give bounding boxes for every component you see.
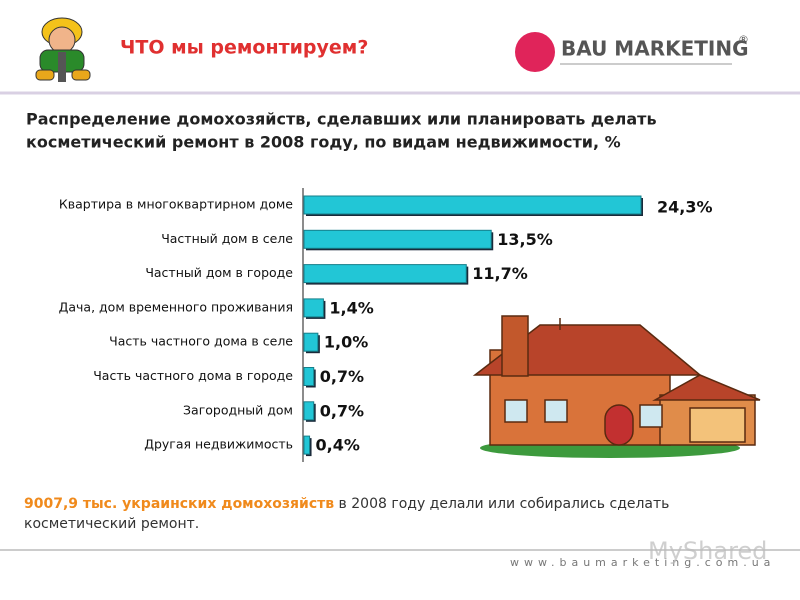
footer-highlight: 9007,9 тыс. украинских домохозяйств bbox=[24, 496, 335, 512]
worker-icon bbox=[35, 17, 91, 82]
logo-icon bbox=[515, 32, 555, 72]
category-label: Частный дом в селе bbox=[161, 231, 293, 246]
bar bbox=[303, 195, 642, 215]
logo-mark: ® bbox=[738, 33, 749, 46]
bar bbox=[303, 264, 467, 284]
value-label: 13,5% bbox=[497, 230, 553, 249]
bar bbox=[303, 367, 315, 386]
footer-text: 9007,9 тыс. украинских домохозяйств в 20… bbox=[24, 494, 764, 534]
chart-title: Распределение домохозяйств, сделавших ил… bbox=[26, 110, 657, 129]
category-label: Загородный дом bbox=[183, 402, 293, 417]
url: www.baumarketing.com.ua bbox=[510, 556, 775, 569]
bar bbox=[303, 332, 319, 352]
footer-body: в 2008 году делали или собирались сделат… bbox=[24, 496, 670, 532]
category-label: Часть частного дома в городе bbox=[93, 368, 293, 383]
logo-text: BAU MARKETING bbox=[561, 37, 749, 61]
category-label: Другая недвижимость bbox=[144, 437, 293, 452]
category-label: Дача, дом временного проживания bbox=[59, 299, 293, 314]
bar bbox=[303, 229, 492, 249]
bar bbox=[303, 298, 324, 318]
bar bbox=[303, 401, 315, 421]
value-label: 1,0% bbox=[324, 333, 368, 352]
chart-title: косметический ремонт в 2008 году, по вид… bbox=[26, 133, 621, 152]
category-label: Частный дом в городе bbox=[145, 265, 293, 280]
category-label: Часть частного дома в селе bbox=[109, 334, 293, 349]
slide-title: ЧТО мы ремонтируем? bbox=[120, 37, 368, 59]
watermark: MyShared bbox=[648, 537, 767, 565]
category-label: Квартира в многоквартирном доме bbox=[59, 197, 293, 212]
value-label: 1,4% bbox=[329, 298, 373, 317]
value-label: 11,7% bbox=[472, 264, 528, 283]
bar bbox=[303, 435, 311, 455]
value-label: 0,7% bbox=[320, 401, 364, 420]
house-illustration bbox=[472, 315, 761, 458]
value-label: 0,7% bbox=[320, 367, 364, 386]
value-label: 0,4% bbox=[316, 436, 360, 455]
value-label: 24,3% bbox=[657, 198, 713, 217]
